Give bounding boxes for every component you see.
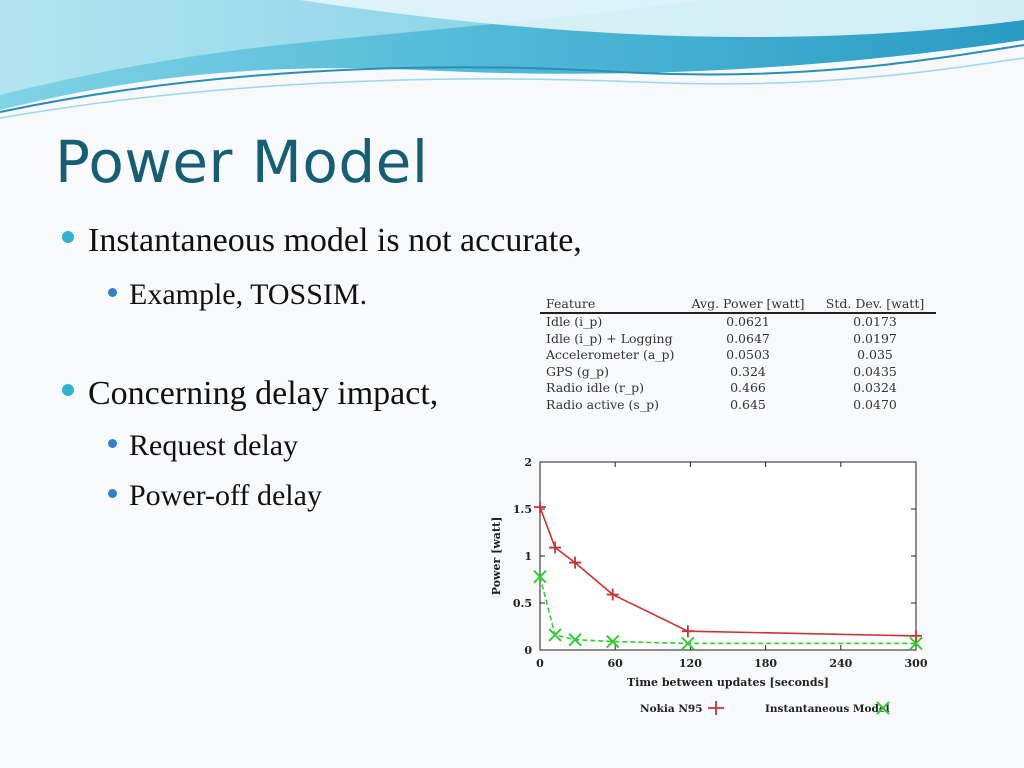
y-tick-label: 1.5 — [513, 503, 532, 516]
table-cell-avg-power: 0.0621 — [726, 314, 770, 329]
y-tick-label: 2 — [524, 456, 532, 469]
legend-label-nokia: Nokia N95 — [640, 703, 703, 715]
power-feature-table: Feature Avg. Power [watt] Std. Dev. [wat… — [540, 294, 936, 413]
data-point-nokia — [606, 588, 619, 601]
sub-bullet-1-1-text: Example, TOSSIM. — [129, 278, 368, 311]
table-cell-std-dev: 0.0197 — [853, 330, 897, 346]
data-point-nokia — [534, 501, 546, 514]
table-cell-avg-power: 0.466 — [730, 380, 766, 395]
legend-marker-instantaneous — [876, 701, 890, 715]
table-cell-avg-power: 0.324 — [730, 363, 766, 379]
x-tick-label: 180 — [754, 657, 777, 670]
x-tick-label: 120 — [679, 657, 702, 670]
data-point-instantaneous — [568, 632, 582, 647]
table-row: Radio idle (r_p) 0.466 0.0324 — [540, 380, 936, 397]
table-cell-feature: GPS (g_p) — [546, 363, 609, 379]
table-cell-feature: Radio active (s_p) — [546, 396, 659, 412]
bullet-dot-icon — [62, 231, 74, 244]
x-tick-label: 240 — [829, 657, 852, 670]
table-row: Idle (i_p) 0.0621 0.0173 — [540, 313, 936, 331]
data-point-instantaneous — [548, 628, 562, 642]
data-point-instantaneous — [605, 634, 620, 649]
header-wave-banner — [0, 0, 1024, 119]
table-cell-feature: Accelerometer (a_p) — [546, 347, 675, 362]
sub-bullet-1-1: Example, TOSSIM. — [108, 278, 367, 312]
data-point-nokia — [549, 541, 562, 554]
table-header-std-dev: Std. Dev. [watt] — [814, 294, 936, 314]
table-header-feature: Feature — [540, 294, 682, 314]
table-cell-feature: Radio idle (r_p) — [546, 380, 644, 395]
x-tick-label: 0 — [536, 657, 544, 670]
data-point-instantaneous — [681, 636, 695, 651]
table-row: Idle (i_p) + Logging 0.0647 0.0197 — [540, 331, 936, 348]
table-cell-feature: Idle (i_p) — [546, 314, 603, 329]
legend-marker-nokia — [708, 701, 724, 715]
slide-title: Power Model — [55, 128, 429, 196]
table-cell-std-dev: 0.0324 — [853, 380, 897, 395]
table-row: Radio active (s_p) 0.645 0.0470 — [540, 397, 936, 414]
sub-bullet-dot-icon — [108, 438, 117, 448]
y-tick-label: 0.5 — [513, 597, 532, 610]
x-axis-label: Time between updates [seconds] — [627, 676, 829, 689]
y-axis-label: Power [watt] — [490, 517, 503, 596]
table-cell-avg-power: 0.0647 — [726, 330, 770, 346]
table-cell-std-dev: 0.035 — [857, 347, 893, 362]
x-tick-label: 300 — [905, 657, 928, 670]
sub-bullet-2-1-text: Request delay — [129, 429, 299, 462]
table-header-row: Feature Avg. Power [watt] Std. Dev. [wat… — [540, 294, 936, 314]
table-cell-feature: Idle (i_p) + Logging — [546, 330, 673, 346]
table-row: Accelerometer (a_p) 0.0503 0.035 — [540, 347, 936, 364]
bullet-dot-icon — [62, 384, 74, 397]
sub-bullet-dot-icon — [108, 488, 117, 498]
table-cell-std-dev: 0.0435 — [853, 363, 897, 379]
y-tick-label: 0 — [524, 644, 532, 657]
table-cell-std-dev: 0.0470 — [853, 396, 897, 412]
data-point-nokia — [681, 625, 694, 638]
data-point-instantaneous — [909, 636, 923, 651]
sub-bullet-dot-icon — [108, 287, 117, 297]
plot-frame — [539, 461, 917, 651]
bullet-1: Instantaneous model is not accurate, — [62, 222, 582, 260]
data-point-instantaneous — [533, 569, 547, 584]
y-tick-label: 1 — [524, 550, 532, 563]
bullet-2: Concerning delay impact, — [62, 375, 438, 413]
legend-label-instantaneous: Instantaneous Model — [765, 703, 890, 715]
sub-bullet-2-2: Power-off delay — [108, 479, 322, 513]
bullet-1-text: Instantaneous model is not accurate, — [88, 222, 582, 259]
table-body: Idle (i_p) 0.0621 0.0173 Idle (i_p) + Loggi… — [540, 313, 936, 413]
data-point-nokia — [910, 629, 922, 642]
x-tick-label: 60 — [608, 657, 624, 670]
table-row: GPS (g_p) 0.324 0.0435 — [540, 364, 936, 381]
table-cell-avg-power: 0.645 — [730, 396, 766, 412]
power-line-chart: 0 60 120 180 240 300 0 0.5 1 1.5 2 Time between upd… — [490, 456, 928, 715]
data-point-nokia — [569, 556, 582, 569]
table-cell-std-dev: 0.0173 — [853, 314, 897, 329]
series-line-1 — [539, 506, 917, 637]
sub-bullet-2-2-text: Power-off delay — [129, 479, 322, 512]
table-header-avg-power: Avg. Power [watt] — [682, 294, 814, 314]
series-line-2 — [539, 576, 916, 645]
sub-bullet-2-1: Request delay — [108, 429, 298, 463]
bullet-2-text: Concerning delay impact, — [88, 375, 439, 412]
table-cell-avg-power: 0.0503 — [726, 347, 770, 362]
